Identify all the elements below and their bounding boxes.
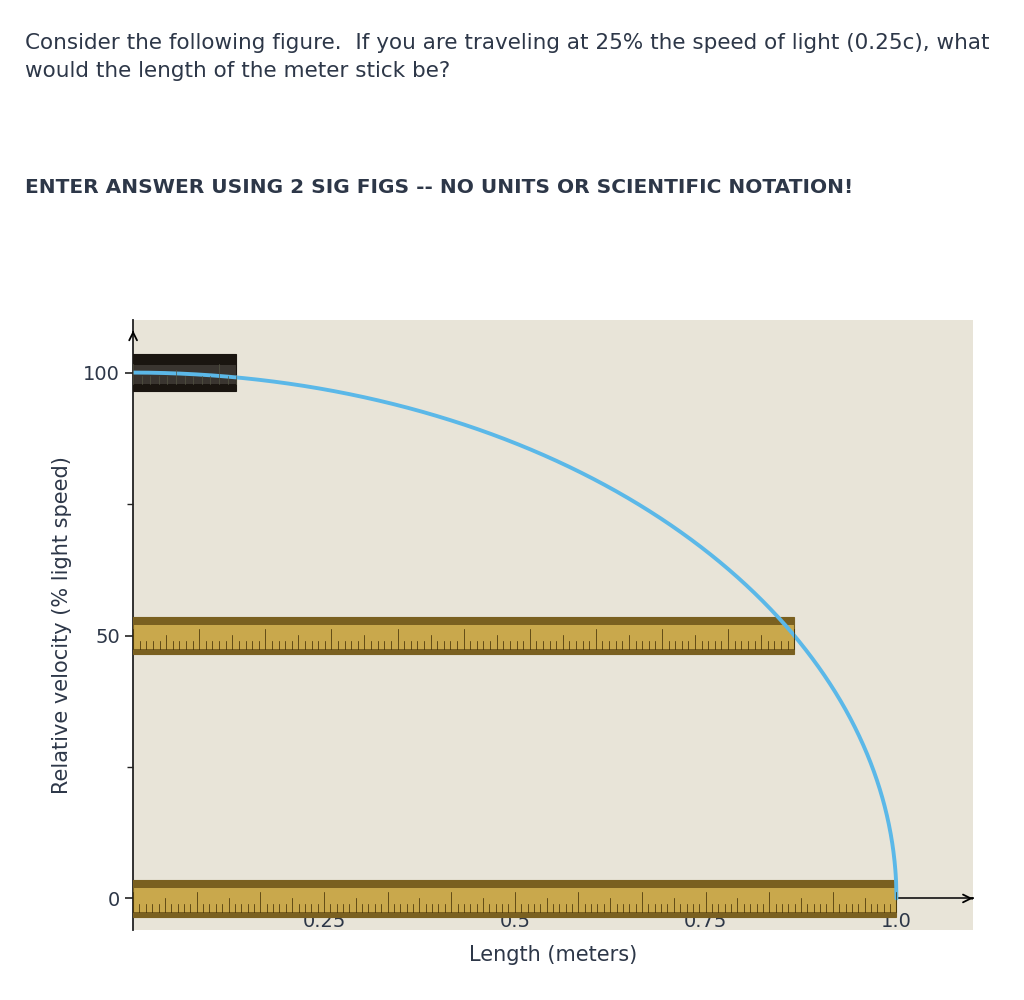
X-axis label: Length (meters): Length (meters) xyxy=(469,945,637,965)
Text: Consider the following figure.  If you are traveling at 25% the speed of light (: Consider the following figure. If you ar… xyxy=(26,33,990,81)
Bar xyxy=(133,880,896,888)
Text: ENTER ANSWER USING 2 SIG FIGS -- NO UNITS OR SCIENTIFIC NOTATION!: ENTER ANSWER USING 2 SIG FIGS -- NO UNIT… xyxy=(26,178,854,197)
Bar xyxy=(133,912,896,917)
Bar xyxy=(133,384,237,391)
Y-axis label: Relative velocity (% light speed): Relative velocity (% light speed) xyxy=(52,456,72,794)
Bar xyxy=(133,617,795,625)
Bar xyxy=(133,880,896,917)
Bar xyxy=(133,354,237,365)
Bar xyxy=(133,617,795,654)
Bar xyxy=(133,649,795,654)
Bar xyxy=(133,354,237,391)
